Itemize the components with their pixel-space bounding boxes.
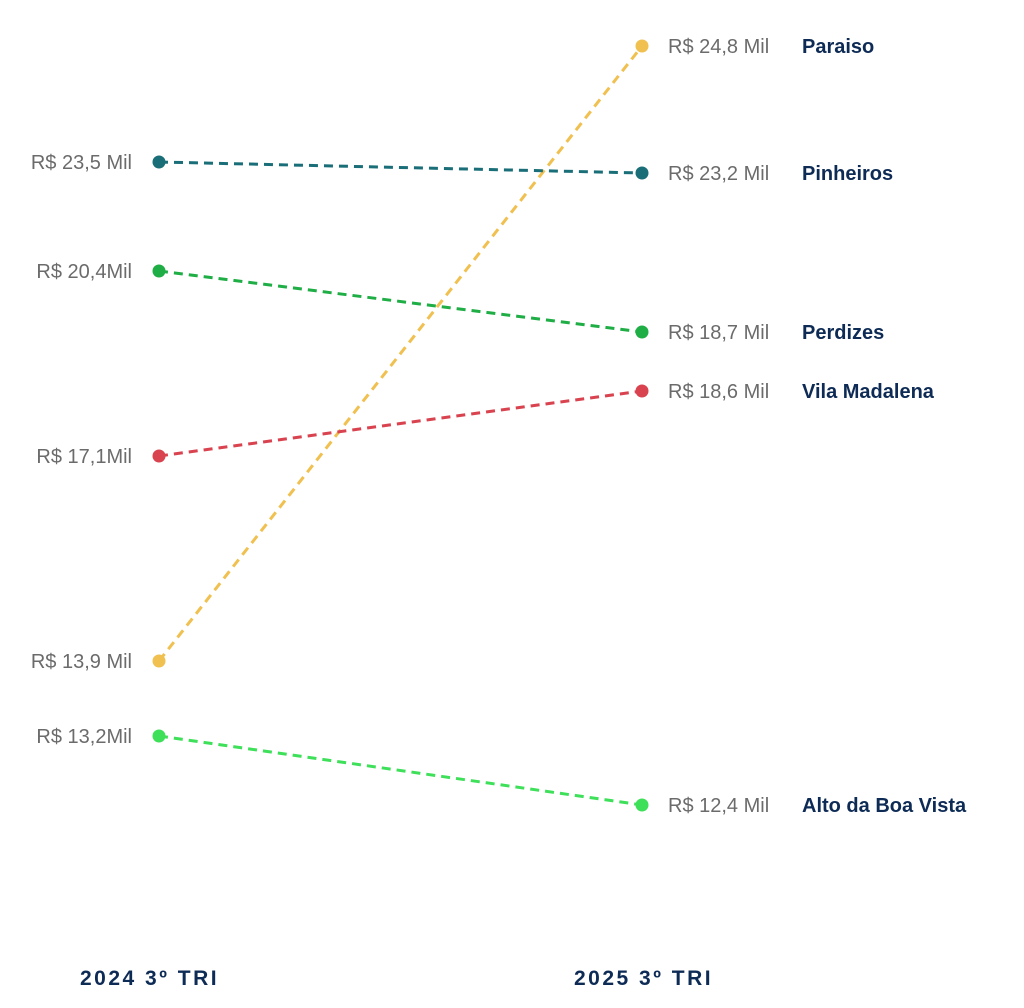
period-label-right: 2025 3º TRI	[574, 967, 713, 990]
point-2025-vila-madalena	[635, 384, 649, 398]
slope-line-perdizes	[158, 269, 643, 334]
value-label-2024-vila-madalena: R$ 17,1Mil	[36, 446, 132, 468]
series-name-paraiso: Paraiso	[802, 36, 874, 58]
series-name-alto-da-boa-vista: Alto da Boa Vista	[802, 795, 967, 817]
point-2024-paraiso	[152, 654, 166, 668]
series-name-vila-madalena: Vila Madalena	[802, 381, 935, 403]
value-label-2025-pinheiros: R$ 23,2 Mil	[668, 163, 769, 185]
series-name-pinheiros: Pinheiros	[802, 163, 893, 185]
period-label-left: 2024 3º TRI	[80, 967, 219, 990]
value-label-2024-paraiso: R$ 13,9 Mil	[31, 651, 132, 673]
slope-line-alto-da-boa-vista	[158, 734, 643, 807]
point-2024-alto-da-boa-vista	[152, 729, 166, 743]
value-label-2025-perdizes: R$ 18,7 Mil	[668, 322, 769, 344]
slope-line-vila-madalena	[158, 389, 643, 458]
point-2025-pinheiros	[635, 166, 649, 180]
point-2024-pinheiros	[152, 155, 166, 169]
value-label-2024-pinheiros: R$ 23,5 Mil	[31, 152, 132, 174]
value-label-2024-perdizes: R$ 20,4Mil	[36, 261, 132, 283]
value-label-2025-paraiso: R$ 24,8 Mil	[668, 36, 769, 58]
value-label-2025-alto-da-boa-vista: R$ 12,4 Mil	[668, 795, 769, 817]
point-2024-perdizes	[152, 264, 166, 278]
point-2024-vila-madalena	[152, 449, 166, 463]
slope-line-paraiso	[157, 45, 644, 662]
value-label-2025-vila-madalena: R$ 18,6 Mil	[668, 381, 769, 403]
point-2025-alto-da-boa-vista	[635, 798, 649, 812]
slope-line-pinheiros	[158, 160, 643, 175]
value-label-2024-alto-da-boa-vista: R$ 13,2Mil	[36, 726, 132, 748]
series-name-perdizes: Perdizes	[802, 322, 884, 344]
point-2025-perdizes	[635, 325, 649, 339]
point-2025-paraiso	[635, 39, 649, 53]
